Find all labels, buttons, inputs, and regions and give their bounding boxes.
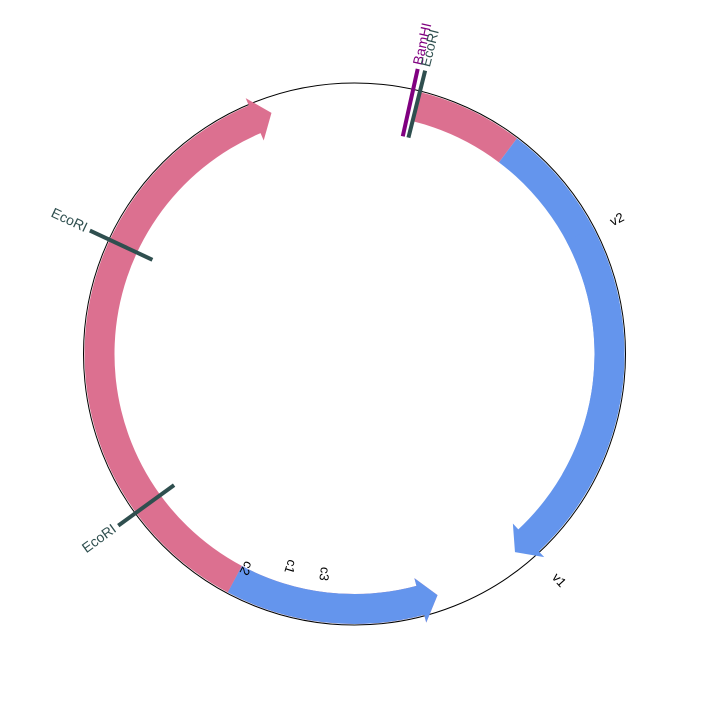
feature-arc-v1 — [512, 227, 625, 558]
site-tick-ecori-1 — [406, 70, 428, 139]
feature-label-v2: v2 — [607, 209, 626, 229]
feature-label-c2: c2 — [237, 559, 257, 578]
site-label-ecori-2: EcoRI — [49, 204, 90, 235]
site-tick-ecori-2 — [89, 228, 154, 262]
site-label-ecori-3: EcoRI — [79, 520, 119, 555]
feature-arc-c2 — [84, 98, 272, 593]
backbone-circle — [83, 82, 626, 626]
feature-arc-c1 — [227, 565, 438, 624]
features-layer — [84, 92, 625, 624]
feature-arc-pink-arc-top-right — [412, 92, 517, 163]
labels-layer: v2 v1 c3 c1 c2 — [237, 209, 627, 590]
site-tick-bamhi-0 — [400, 68, 420, 137]
feature-label-c1: c1 — [281, 558, 299, 576]
feature-label-c3: c3 — [316, 566, 333, 582]
site-tick-ecori-3 — [117, 483, 176, 528]
feature-label-v1: v1 — [549, 570, 569, 590]
